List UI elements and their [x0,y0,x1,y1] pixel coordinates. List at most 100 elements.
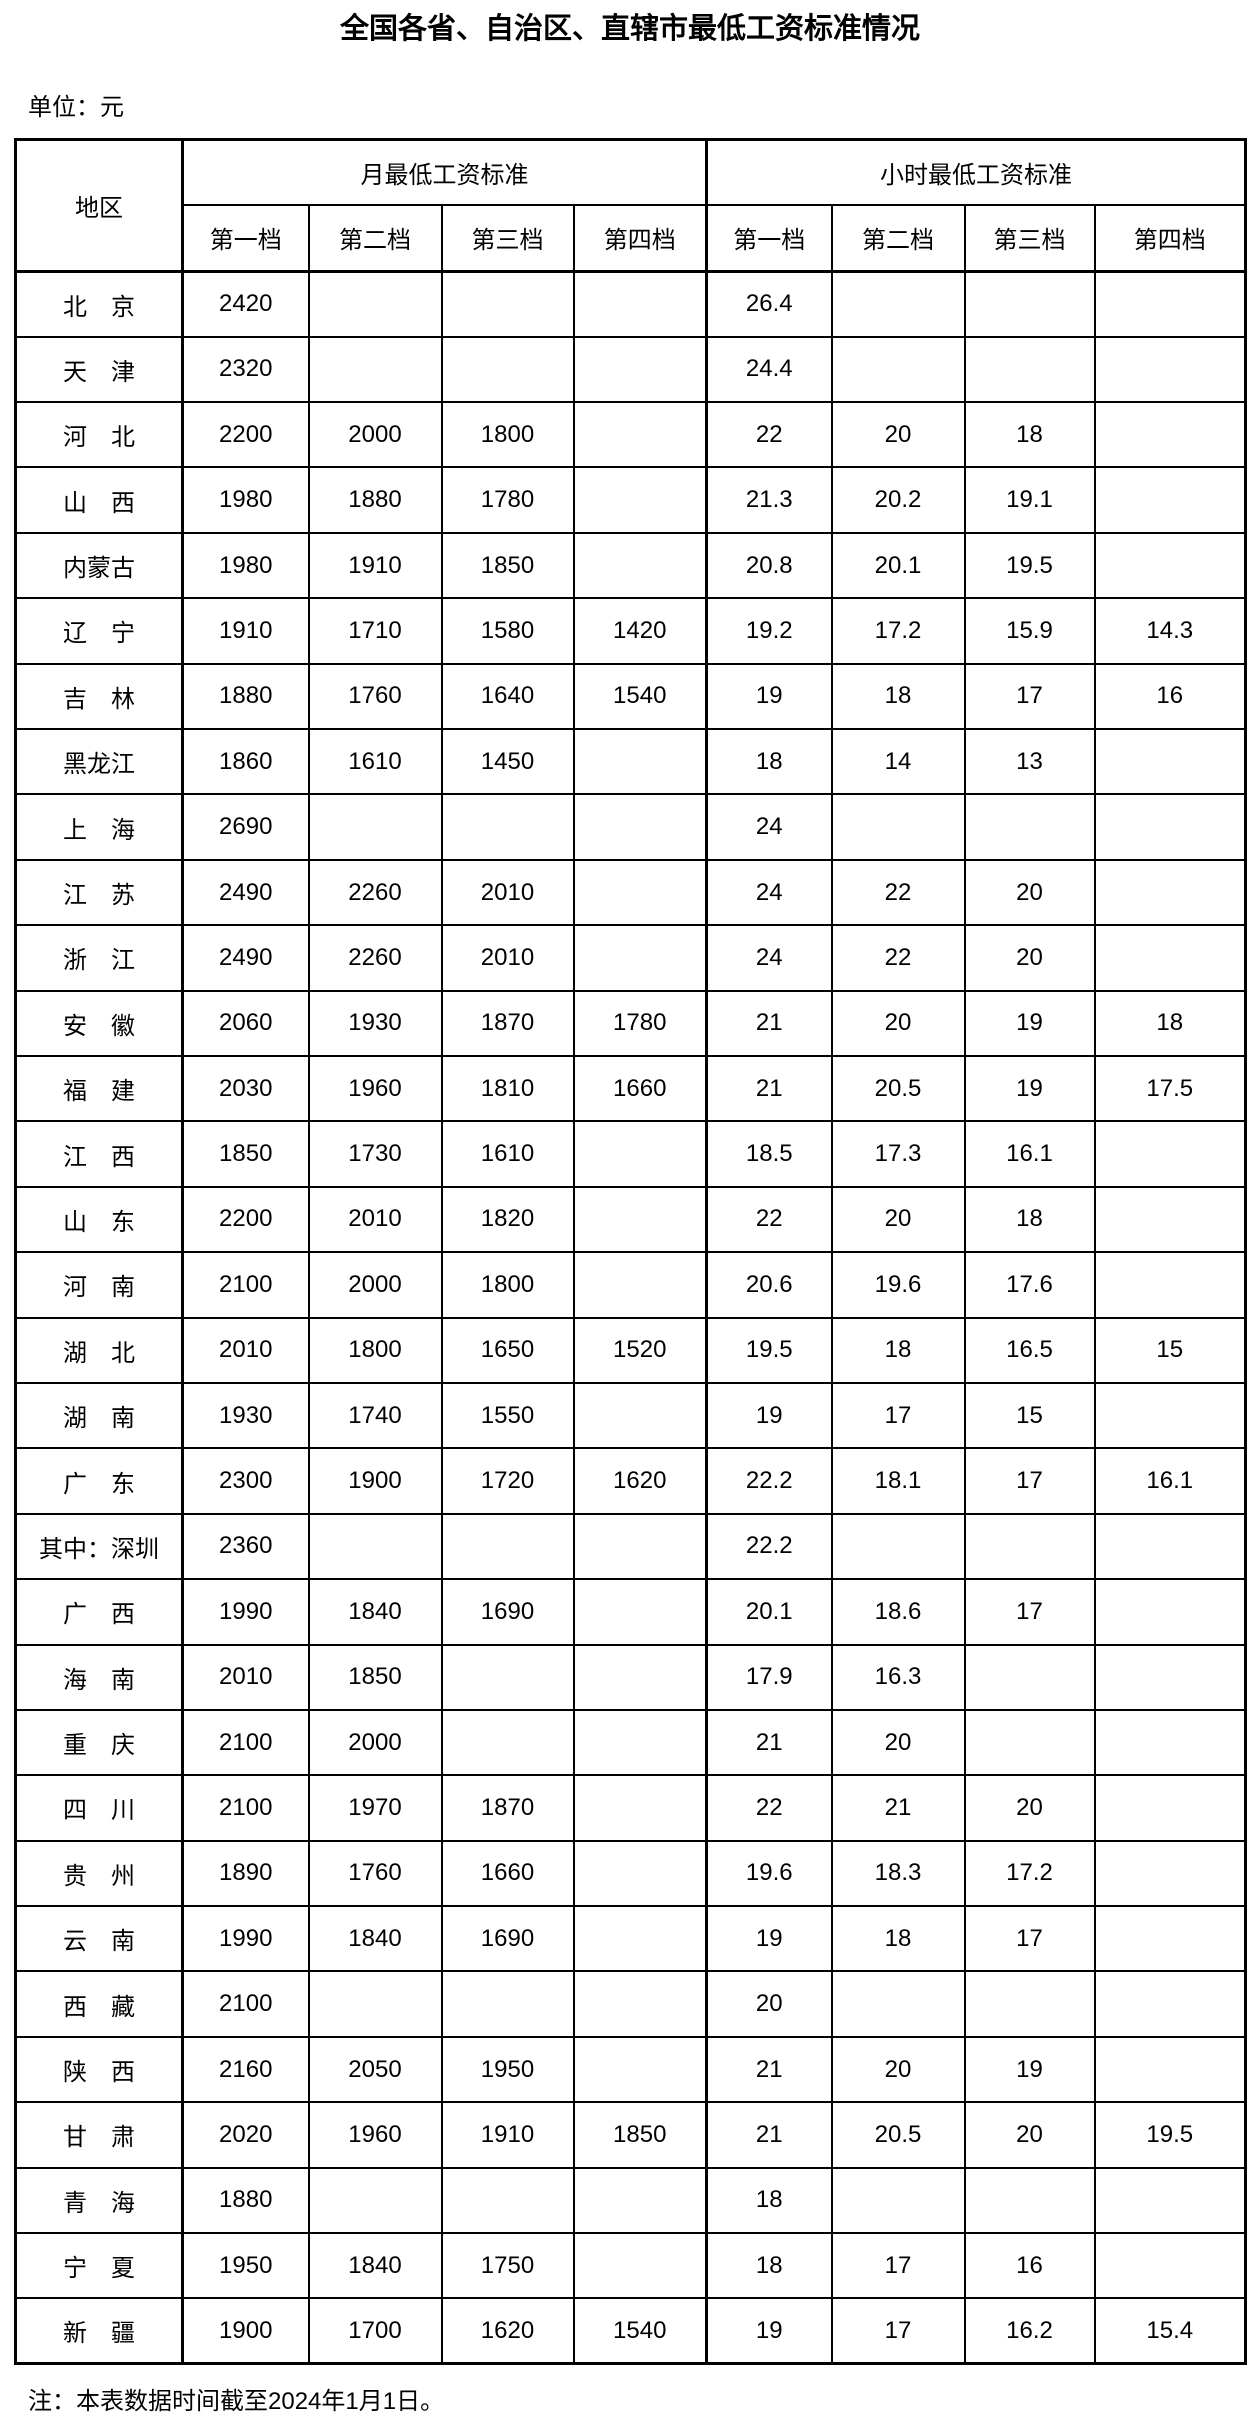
hourly-tier-1-cell: 20 [705,1970,833,2038]
region-cell: 北 京 [14,270,184,338]
monthly-tier-4-cell [572,1381,708,1450]
hourly-tier-2-cell: 18 [830,1905,966,1973]
hourly-tier-2-cell: 20.1 [830,531,966,600]
table-row: 广 西 1990 1840 1690 20.1 18.6 17 [14,1578,1247,1646]
table-row: 海 南 2010 1850 17.9 16.3 [14,1643,1247,1711]
hourly-tier-2-cell: 20.5 [830,2101,966,2169]
hourly-tier-3-cell [963,335,1096,404]
monthly-tier-3-cell [440,2166,575,2235]
monthly-tier-2-cell: 1800 [307,1316,443,1384]
monthly-tier-4-cell [572,531,708,600]
hourly-tier-1-cell: 21 [705,1054,833,1123]
page-title: 全国各省、自治区、直辖市最低工资标准情况 [339,13,920,45]
monthly-tier-1-cell: 2100 [181,1774,310,1842]
table-row: 内蒙古 1980 1910 1850 20.8 20.1 19.5 [14,531,1247,600]
hourly-tier-3-cell: 19.1 [963,466,1096,534]
hourly-tier-2-cell: 20.2 [830,466,966,534]
hourly-tier-1-cell: 22 [705,401,833,469]
monthly-tier-1-cell: 2490 [181,858,310,927]
hourly-tier-2-cell: 20.5 [830,1054,966,1123]
monthly-group-header-cell: 月最低工资标准 [181,138,708,206]
monthly-tier-1-cell: 1880 [181,2166,310,2235]
hourly-tier-4-cell: 19.5 [1093,2101,1247,2169]
monthly-tier-3-cell [440,1970,575,2038]
monthly-tier-2-cell: 1960 [307,1054,443,1123]
monthly-tier-2-cell [307,1512,443,1581]
region-cell: 广 东 [14,1447,184,1515]
monthly-tier-2-cell: 2000 [307,1708,443,1777]
monthly-tier-1-cell: 2320 [181,335,310,404]
monthly-tier-4-cell [572,2166,708,2235]
monthly-tier-2-cell: 2260 [307,858,443,927]
hourly-tier-4-cell [1093,1774,1247,1842]
monthly-tier-2-cell: 1730 [307,1120,443,1188]
monthly-tier-1-cell: 2100 [181,1970,310,2038]
hourly-tier-2-cell: 17 [830,2232,966,2300]
monthly-tier-2-cell [307,2166,443,2235]
monthly-tier-4-cell [572,1512,708,1581]
monthly-tier-4-cell [572,924,708,992]
region-cell: 海 南 [14,1643,184,1711]
monthly-tier-3-cell: 1850 [440,531,575,600]
hourly-tier-2-cell: 18 [830,662,966,731]
monthly-tier-3-cell [440,1643,575,1711]
hourly-tier-4-cell [1093,401,1247,469]
monthly-tier-4-cell [572,335,708,404]
region-cell: 青 海 [14,2166,184,2235]
hourly-tier-2-cell: 16.3 [830,1643,966,1711]
monthly-tier-4-cell: 1420 [572,597,708,665]
hourly-tier-4-cell [1093,1120,1247,1188]
monthly-tier-3-cell: 1640 [440,662,575,731]
monthly-tier-1-cell: 2030 [181,1054,310,1123]
monthly-tier-2-cell: 2260 [307,924,443,992]
monthly-tier-1-cell: 2100 [181,1251,310,1319]
monthly-tier-1-header-cell: 第一档 [181,203,310,273]
hourly-tier-3-cell: 16.1 [963,1120,1096,1188]
hourly-tier-2-cell: 17.2 [830,597,966,665]
monthly-tier-2-cell: 2050 [307,2035,443,2104]
region-cell: 天 津 [14,335,184,404]
table-row: 山 东 2200 2010 1820 22 20 18 [14,1185,1247,1254]
hourly-tier-4-cell [1093,1905,1247,1973]
hourly-tier-4-cell [1093,1185,1247,1254]
table-row: 甘 肃 2020 1960 1910 1850 21 20.5 20 19.5 [14,2101,1247,2169]
hourly-tier-2-cell: 21 [830,1774,966,1842]
hourly-tier-2-cell: 20 [830,1708,966,1777]
table-row: 云 南 1990 1840 1690 19 18 17 [14,1905,1247,1973]
hourly-tier-1-cell: 19.2 [705,597,833,665]
hourly-tier-4-cell [1093,1708,1247,1777]
table-row: 辽 宁 1910 1710 1580 1420 19.2 17.2 15.9 14.3 [14,597,1247,665]
hourly-tier-2-cell [830,793,966,861]
hourly-tier-4-cell [1093,1970,1247,2038]
hourly-tier-2-header-cell: 第二档 [830,203,966,273]
monthly-tier-4-cell [572,1578,708,1646]
monthly-tier-2-cell: 2000 [307,1251,443,1319]
monthly-tier-4-cell: 1780 [572,989,708,1057]
region-cell: 河 北 [14,401,184,469]
hourly-tier-2-cell [830,2166,966,2235]
region-cell: 辽 宁 [14,597,184,665]
monthly-tier-4-cell: 1520 [572,1316,708,1384]
table-row: 浙 江 2490 2260 2010 24 22 20 [14,924,1247,992]
hourly-tier-4-cell [1093,335,1247,404]
monthly-tier-4-cell [572,1774,708,1842]
hourly-tier-4-cell [1093,1839,1247,1908]
monthly-tier-3-cell: 1870 [440,989,575,1057]
region-cell: 上 海 [14,793,184,861]
header-tier-row: 第一档 第二档 第三档 第四档 第一档 第二档 第三档 第四档 [16,203,1247,273]
monthly-tier-1-cell: 2420 [181,270,310,338]
hourly-tier-2-cell: 20 [830,989,966,1057]
hourly-tier-4-cell [1093,466,1247,534]
monthly-tier-4-cell [572,401,708,469]
hourly-tier-4-cell [1093,858,1247,927]
hourly-tier-3-cell: 17 [963,1905,1096,1973]
table-row: 河 南 2100 2000 1800 20.6 19.6 17.6 [14,1251,1247,1319]
table-row: 上 海 2690 24 [14,793,1247,861]
hourly-tier-4-header-cell: 第四档 [1093,203,1247,273]
monthly-tier-3-cell: 1800 [440,401,575,469]
hourly-tier-4-cell [1093,531,1247,600]
region-cell: 湖 北 [14,1316,184,1384]
hourly-tier-1-cell: 18.5 [705,1120,833,1188]
hourly-tier-1-cell: 18 [705,2232,833,2300]
hourly-tier-4-cell [1093,793,1247,861]
